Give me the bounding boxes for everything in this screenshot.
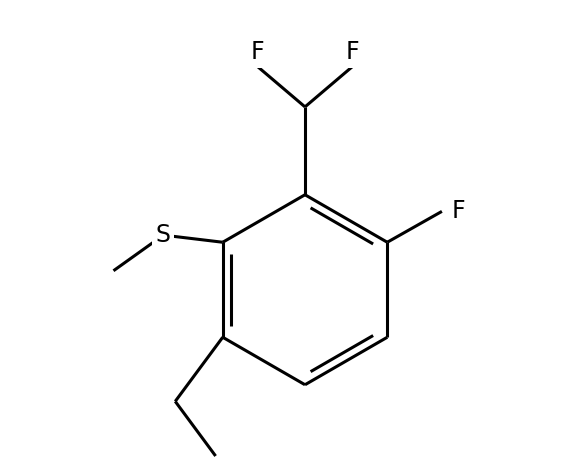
Text: S: S bbox=[156, 223, 171, 247]
Text: F: F bbox=[251, 40, 264, 64]
Text: F: F bbox=[345, 40, 359, 64]
Text: F: F bbox=[451, 200, 465, 223]
